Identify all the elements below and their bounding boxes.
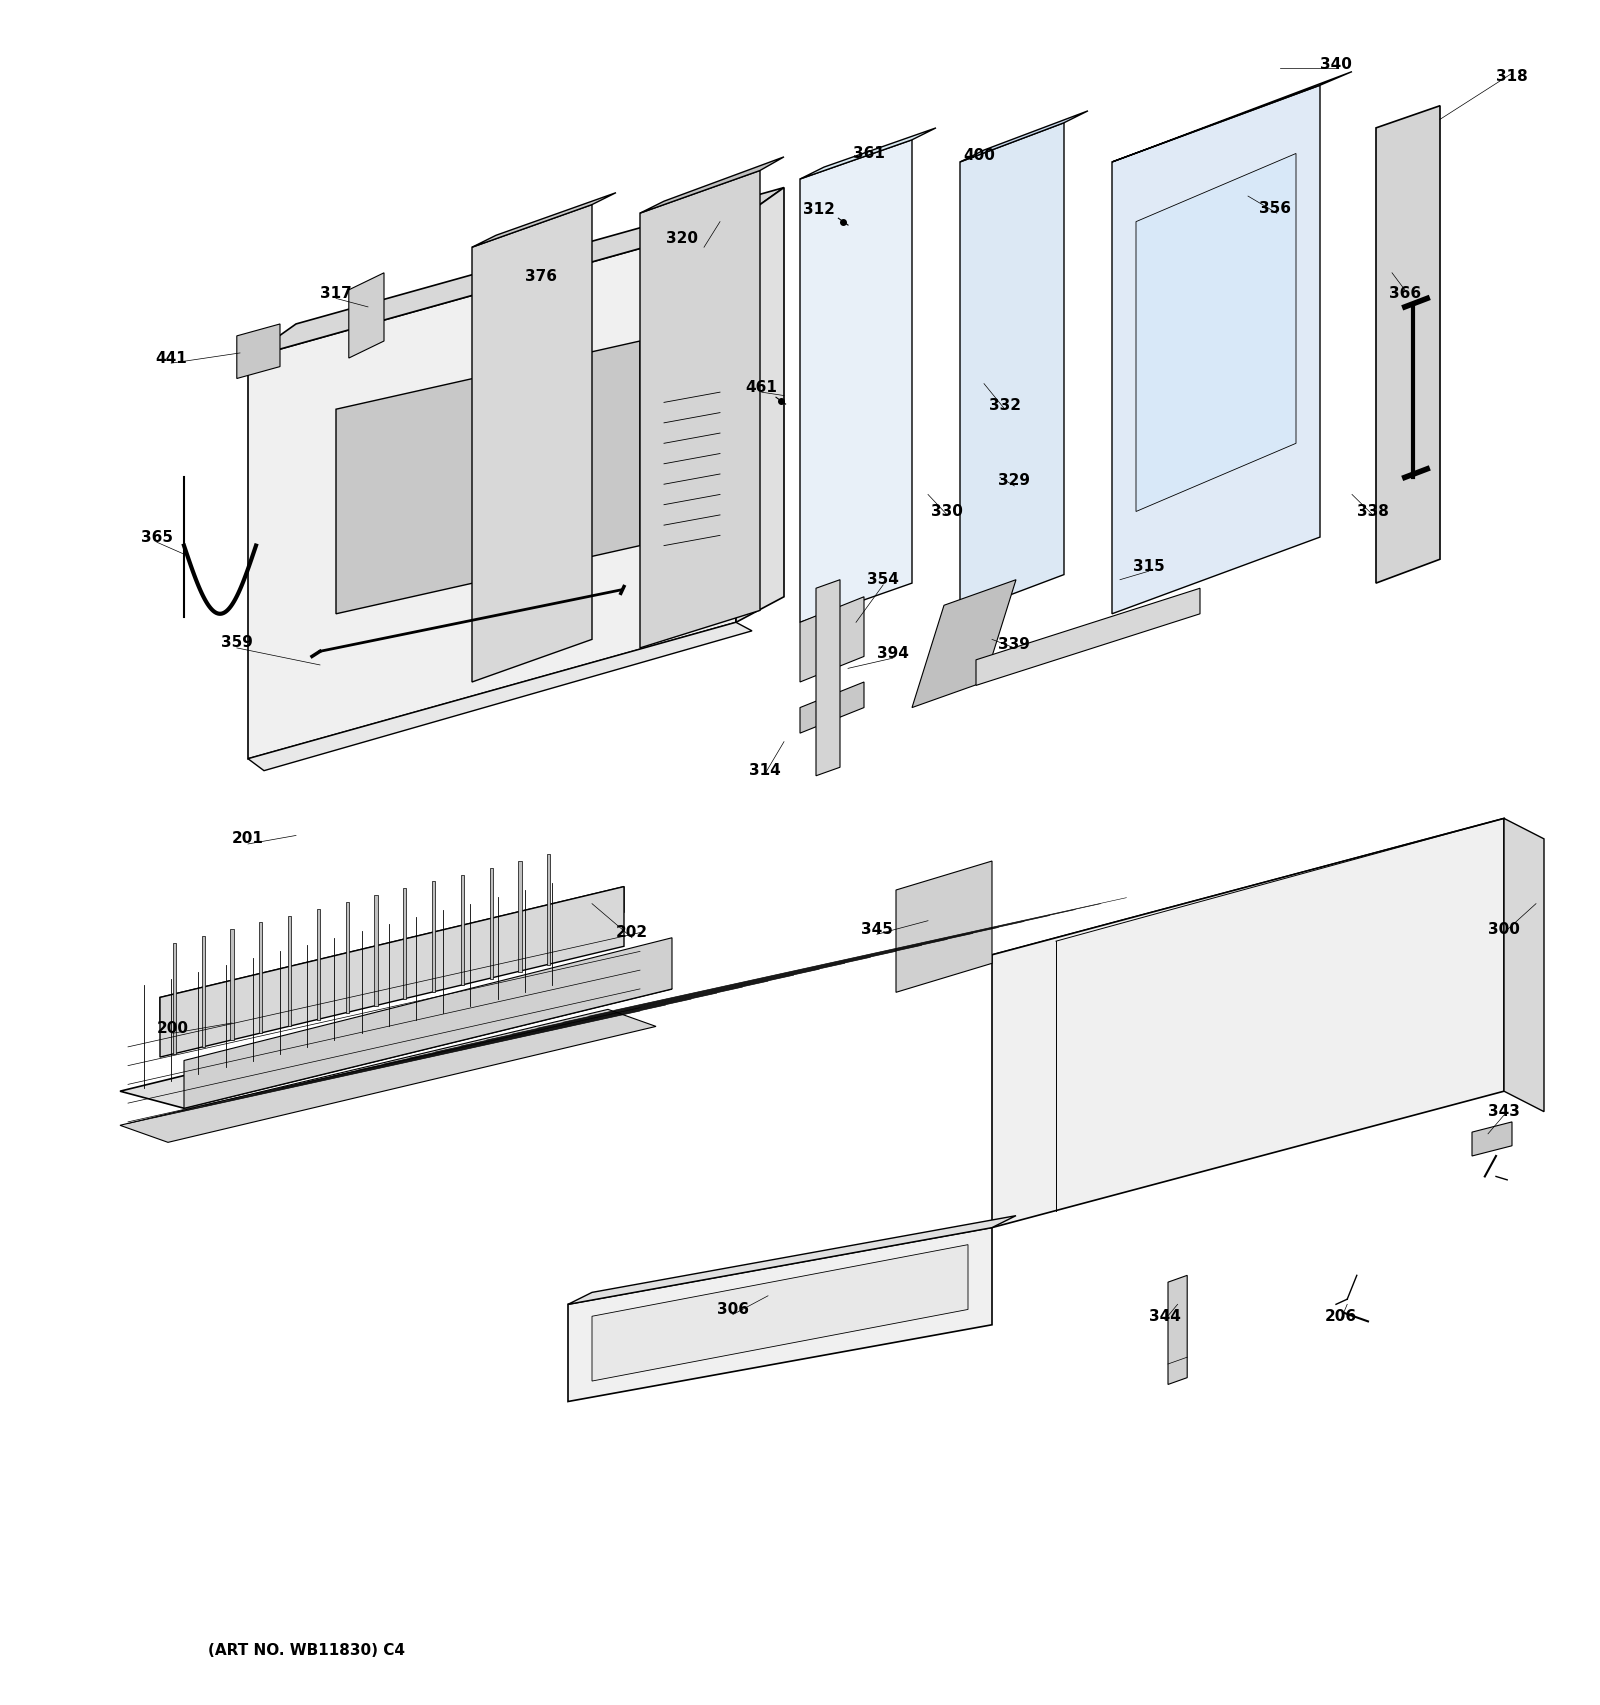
Polygon shape	[1168, 1275, 1187, 1384]
Polygon shape	[1376, 106, 1440, 583]
Polygon shape	[248, 222, 736, 759]
Polygon shape	[259, 922, 262, 1033]
Polygon shape	[800, 140, 912, 622]
Polygon shape	[992, 818, 1504, 1228]
Text: 339: 339	[998, 638, 1030, 651]
Polygon shape	[248, 188, 784, 358]
Text: 206: 206	[1325, 1309, 1357, 1323]
Text: 315: 315	[1133, 559, 1165, 573]
Polygon shape	[1472, 1122, 1512, 1156]
Polygon shape	[184, 938, 672, 1108]
Text: 345: 345	[861, 922, 893, 936]
Text: 332: 332	[989, 399, 1021, 413]
Polygon shape	[592, 1245, 968, 1381]
Polygon shape	[160, 887, 624, 1023]
Text: 400: 400	[963, 148, 995, 162]
Text: 317: 317	[320, 286, 352, 300]
Polygon shape	[896, 861, 992, 992]
Text: 441: 441	[155, 351, 187, 365]
Polygon shape	[160, 887, 624, 1057]
Polygon shape	[120, 972, 672, 1108]
Text: 340: 340	[1320, 58, 1352, 72]
Polygon shape	[1136, 153, 1296, 512]
Polygon shape	[568, 1228, 992, 1402]
Polygon shape	[472, 193, 616, 247]
Text: 330: 330	[931, 505, 963, 518]
Polygon shape	[120, 1009, 656, 1142]
Polygon shape	[1504, 818, 1544, 1112]
Polygon shape	[374, 895, 378, 1006]
Polygon shape	[336, 341, 640, 614]
Polygon shape	[1112, 85, 1320, 614]
Polygon shape	[317, 909, 320, 1020]
Text: (ART NO. WB11830) C4: (ART NO. WB11830) C4	[208, 1644, 405, 1657]
Text: 361: 361	[853, 147, 885, 160]
Text: 376: 376	[525, 269, 557, 283]
Polygon shape	[547, 854, 550, 965]
Polygon shape	[816, 580, 840, 776]
Polygon shape	[992, 818, 1520, 972]
Polygon shape	[640, 157, 784, 213]
Polygon shape	[976, 588, 1200, 685]
Polygon shape	[237, 324, 280, 379]
Polygon shape	[349, 273, 384, 358]
Polygon shape	[202, 936, 205, 1047]
Polygon shape	[800, 597, 864, 682]
Text: 202: 202	[616, 926, 648, 939]
Text: 320: 320	[666, 232, 698, 246]
Text: 354: 354	[867, 573, 899, 587]
Text: 359: 359	[221, 636, 253, 650]
Polygon shape	[640, 170, 760, 648]
Text: 394: 394	[877, 646, 909, 660]
Polygon shape	[230, 929, 234, 1040]
Text: 356: 356	[1259, 201, 1291, 215]
Polygon shape	[736, 188, 784, 622]
Polygon shape	[346, 902, 349, 1013]
Text: 461: 461	[746, 380, 778, 394]
Polygon shape	[248, 622, 752, 771]
Polygon shape	[568, 1216, 1016, 1304]
Polygon shape	[912, 580, 1016, 708]
Text: 343: 343	[1488, 1105, 1520, 1118]
Text: 318: 318	[1496, 70, 1528, 84]
Text: 314: 314	[749, 764, 781, 777]
Text: 300: 300	[1488, 922, 1520, 936]
Text: 329: 329	[998, 474, 1030, 488]
Polygon shape	[490, 868, 493, 979]
Text: 200: 200	[157, 1021, 189, 1035]
Text: 344: 344	[1149, 1309, 1181, 1323]
Text: 201: 201	[232, 832, 264, 846]
Polygon shape	[432, 881, 435, 992]
Text: 306: 306	[717, 1303, 749, 1316]
Polygon shape	[1112, 72, 1352, 162]
Text: 366: 366	[1389, 286, 1421, 300]
Polygon shape	[800, 128, 936, 179]
Polygon shape	[461, 875, 464, 985]
Polygon shape	[288, 916, 291, 1026]
Polygon shape	[960, 111, 1088, 162]
Polygon shape	[800, 682, 864, 733]
Polygon shape	[960, 123, 1064, 614]
Polygon shape	[472, 205, 592, 682]
Text: 365: 365	[141, 530, 173, 544]
Text: 338: 338	[1357, 505, 1389, 518]
Polygon shape	[173, 943, 176, 1054]
Polygon shape	[403, 888, 406, 999]
Polygon shape	[518, 861, 522, 972]
Text: 312: 312	[803, 203, 835, 217]
